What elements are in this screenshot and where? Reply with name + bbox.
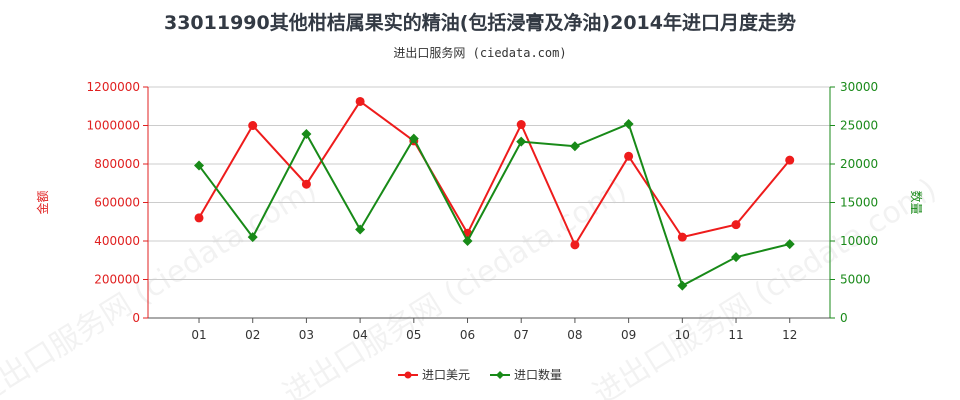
right-axis-title: 数量 <box>909 190 924 214</box>
x-tick-label: 06 <box>460 328 475 342</box>
data-point-amount <box>355 96 365 106</box>
data-point-amount <box>248 121 258 130</box>
right-tick-label: 25000 <box>840 119 878 133</box>
data-point-quantity <box>731 252 742 263</box>
series <box>194 96 795 291</box>
right-tick-label: 0 <box>840 311 848 325</box>
right-tick-label: 5000 <box>840 273 871 287</box>
left-tick-label: 0 <box>132 311 140 325</box>
data-point-amount <box>677 232 687 242</box>
data-point-quantity <box>194 160 205 171</box>
data-point-quantity <box>408 133 419 144</box>
data-point-quantity <box>462 236 473 246</box>
data-point-amount <box>516 120 526 130</box>
data-point-amount <box>785 155 795 165</box>
legend-marker <box>496 371 504 379</box>
x-tick-label: 03 <box>299 328 314 342</box>
chart-title: 33011990其他柑桔属果实的精油(包括浸膏及净油)2014年进口月度走势 <box>163 12 796 34</box>
x-tick-label: 01 <box>191 328 206 342</box>
data-point-amount <box>570 240 580 250</box>
data-point-quantity <box>516 136 527 147</box>
left-axis-title: 金额 <box>35 190 50 214</box>
right-tick-label: 30000 <box>840 80 878 94</box>
x-tick-label: 11 <box>728 328 743 342</box>
data-point-quantity <box>677 280 688 291</box>
x-tick-label: 07 <box>514 328 529 342</box>
left-tick-label: 400000 <box>94 234 140 248</box>
data-point-amount <box>194 213 204 223</box>
data-point-quantity <box>247 232 258 243</box>
left-tick-label: 1000000 <box>87 119 140 133</box>
data-point-quantity <box>569 141 580 152</box>
left-tick-label: 600000 <box>94 196 140 210</box>
x-tick-label: 12 <box>782 328 797 342</box>
right-tick-label: 15000 <box>840 196 878 210</box>
data-point-quantity <box>355 224 366 235</box>
left-tick-label: 200000 <box>94 273 140 287</box>
x-tick-label: 09 <box>621 328 636 342</box>
data-point-quantity <box>784 239 795 250</box>
series-line-quantity <box>198 122 790 288</box>
x-tick-label: 05 <box>406 328 421 342</box>
legend-label: 进口数量 <box>514 367 562 382</box>
left-tick-label: 1200000 <box>87 80 140 94</box>
chart-subtitle: 进出口服务网 (ciedata.com) <box>393 46 567 60</box>
data-point-quantity <box>301 128 312 139</box>
legend-label: 进口美元 <box>422 368 470 382</box>
data-point-amount <box>731 220 741 230</box>
right-tick-label: 10000 <box>840 234 878 248</box>
legend: 进口美元 进口数量 <box>398 367 562 382</box>
series-line-amount <box>198 100 791 248</box>
x-tick-label: 04 <box>352 328 367 342</box>
axes: 0 0 200000 5000 400000 10000 600000 15000 800000… <box>35 80 924 342</box>
x-tick-label: 10 <box>675 328 690 342</box>
watermark-text: 进出口服务网 (ciedata.com) <box>277 172 633 400</box>
watermark: 进出口服务网 (ciedata.com)进出口服务网 (ciedata.com)… <box>0 172 943 400</box>
x-tick-label: 02 <box>245 328 260 342</box>
left-tick-label: 800000 <box>94 157 140 171</box>
watermark-text: 进出口服务网 (ciedata.com) <box>587 172 943 400</box>
legend-marker <box>404 371 412 379</box>
x-tick-label: 08 <box>567 328 582 342</box>
right-tick-label: 20000 <box>840 157 878 171</box>
data-point-amount <box>624 151 634 161</box>
data-point-quantity <box>623 118 634 129</box>
data-point-amount <box>301 179 311 189</box>
